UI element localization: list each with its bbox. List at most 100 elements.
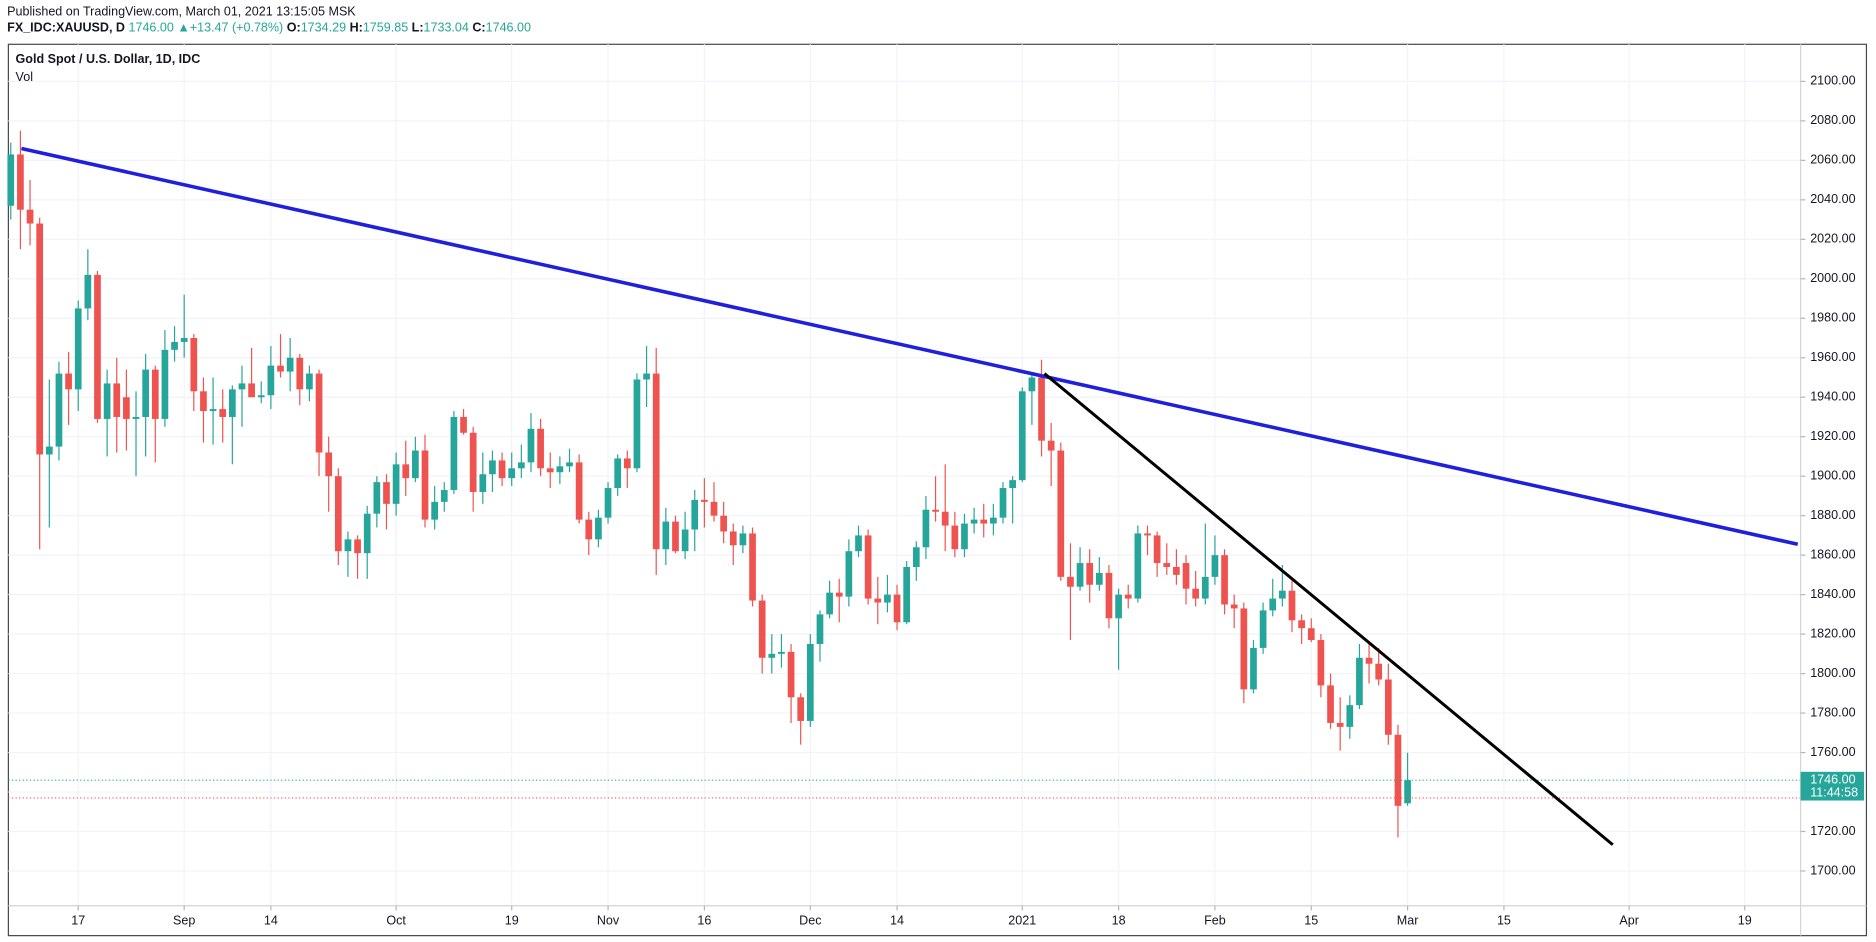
y-tick-label: 1800.00 [1810,666,1855,680]
candle-body [334,476,342,552]
y-tick-label: 1820.00 [1810,626,1855,640]
candle-body [306,373,313,390]
candle-body [238,383,246,390]
candle-body [1182,563,1190,589]
candle-body [681,529,689,552]
candle-body [1230,604,1238,609]
candle-body [787,651,795,698]
candle-body [180,338,188,342]
candle-body [990,517,997,524]
candle-body [325,452,333,477]
candle-body [739,533,747,546]
arrow: ▲ [177,21,189,35]
candle-body [479,474,487,492]
candle-body [228,389,236,417]
open-value: 1734.29 [301,21,346,35]
candle-body [623,458,631,469]
candle-body [633,379,641,469]
candle-body [961,523,968,550]
candle-body [912,547,920,567]
candle-body [36,223,44,455]
candle-body [758,600,766,658]
candle-body [672,521,679,552]
y-tick-label: 1880.00 [1810,508,1855,522]
candle-body [257,395,265,398]
close-label: C: [472,21,485,35]
candle-body [74,308,82,390]
candle-body [17,154,24,210]
y-tick-label: 1760.00 [1810,745,1855,759]
candle-body [845,551,853,597]
open-label: O: [287,21,301,35]
candle-body [1153,535,1161,564]
y-tick-label: 2020.00 [1810,232,1855,246]
candle-body [1221,555,1228,605]
candle-body [1018,391,1026,481]
candle-body [1279,590,1286,599]
x-tick-label: 15 [1304,914,1318,928]
y-tick-label: 1780.00 [1810,705,1855,719]
candle-body [7,154,15,206]
x-tick-label: 17 [71,914,85,928]
candle-body [1240,608,1248,690]
candle-body [1346,705,1354,727]
candle-body [1086,563,1094,585]
candle-body [806,643,814,721]
candle-body [123,397,130,419]
candle-body [1067,576,1074,587]
y-tick-label: 1700.00 [1810,863,1855,877]
candle-body [797,697,805,721]
high-label: H: [350,21,363,35]
candle-body [1173,566,1180,575]
candle-body [460,416,467,433]
candle-body [354,539,361,554]
x-tick-label: 15 [1497,914,1511,928]
candle-body [142,369,149,417]
y-tick-label: 1840.00 [1810,587,1855,601]
candle-body [1394,734,1402,806]
candle-body [575,462,583,520]
countdown-label: 11:44:58 [1810,786,1858,800]
candle-body [219,409,227,417]
candle-body [1250,647,1257,690]
y-tick-label: 1960.00 [1810,350,1855,364]
candle-body [489,460,496,475]
y-tick-label: 1980.00 [1810,311,1855,325]
candle-body [190,338,198,392]
candle-body [662,521,670,550]
symbol: FX_IDC:XAUUSD, D [7,21,125,35]
candle-body [932,509,939,512]
candle-body [1009,480,1016,489]
x-tick-label: Mar [1397,914,1419,928]
y-tick-label: 2080.00 [1810,113,1855,127]
candle-body [604,488,612,518]
candle-body [595,517,602,540]
candle-body [315,373,323,453]
candle-body [1095,572,1103,585]
x-tick-label: 2021 [1008,914,1036,928]
candle-body [383,482,390,504]
candle-body [402,464,410,479]
candle-body [903,566,911,623]
candle-body [778,651,785,654]
candle-body [652,373,660,550]
candle-body [826,592,833,615]
candle-body [498,460,506,479]
candle-body [749,533,756,601]
candle-body [1192,588,1200,599]
candle-body [1365,657,1373,664]
candle-body [970,519,978,524]
y-tick-label: 2000.00 [1810,271,1855,285]
low-value: 1733.04 [424,21,469,35]
candle-body [701,499,708,502]
candle-body [1134,533,1142,599]
candle-body [729,531,737,546]
candle-body [267,365,275,396]
candle-body [209,409,217,412]
candle-body [440,490,448,502]
low-label: L: [412,21,424,35]
candle-body [94,274,101,419]
candle-body [527,428,535,463]
